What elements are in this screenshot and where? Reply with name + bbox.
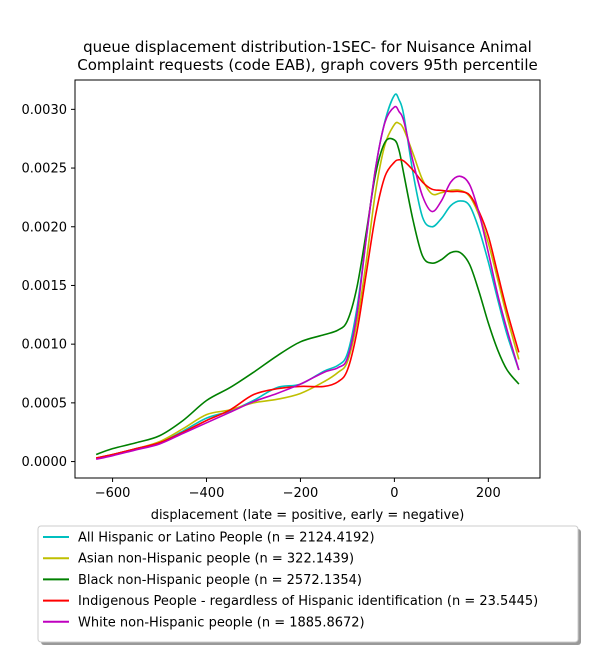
series-line-5	[95, 105, 520, 461]
y-tick-label: 0.0000	[22, 455, 68, 470]
x-axis-label: displacement (late = positive, early = n…	[151, 508, 465, 523]
plot-frame	[74, 79, 541, 479]
x-tick-label: −400	[189, 486, 225, 501]
chart-title-line: queue displacement distribution-1SEC- fo…	[83, 38, 532, 56]
y-tick-label: 0.0015	[22, 279, 68, 294]
x-tick-label: 200	[476, 486, 501, 501]
x-axis: −600 −400 −200 0 200	[95, 478, 501, 501]
series-line-1	[95, 93, 520, 459]
legend-entry: Asian non-Hispanic people (n = 322.1439)	[78, 552, 354, 567]
series-line-4	[95, 158, 520, 459]
legend-entry: White non-Hispanic people (n = 1885.8672…	[78, 615, 365, 630]
y-tick-label: 0.0020	[22, 220, 68, 235]
y-axis: 0.0000 0.0005 0.0010 0.0015 0.0020 0.0025 0.00…	[22, 103, 75, 470]
chart-title: queue displacement distribution-1SEC- fo…	[77, 38, 538, 74]
series-lines	[95, 93, 520, 461]
legend: All Hispanic or Latino People (n = 2124.…	[37, 525, 581, 645]
x-tick-label: −600	[95, 486, 131, 501]
x-tick-label: 0	[390, 486, 398, 501]
series-line-2	[95, 121, 520, 459]
legend-entry: Indigenous People - regardless of Hispan…	[78, 594, 538, 609]
legend-box	[37, 525, 579, 643]
x-tick-label: −200	[283, 486, 319, 501]
plot-area	[74, 79, 541, 479]
chart-title-line: Complaint requests (code EAB), graph cov…	[77, 56, 538, 74]
legend-entry: Black non-Hispanic people (n = 2572.1354…	[78, 573, 362, 588]
y-tick-label: 0.0030	[22, 103, 68, 118]
y-tick-label: 0.0010	[22, 338, 68, 353]
y-tick-label: 0.0025	[22, 162, 68, 177]
y-tick-label: 0.0005	[22, 396, 68, 411]
legend-entry: All Hispanic or Latino People (n = 2124.…	[78, 531, 375, 546]
series-line-3	[95, 137, 520, 456]
